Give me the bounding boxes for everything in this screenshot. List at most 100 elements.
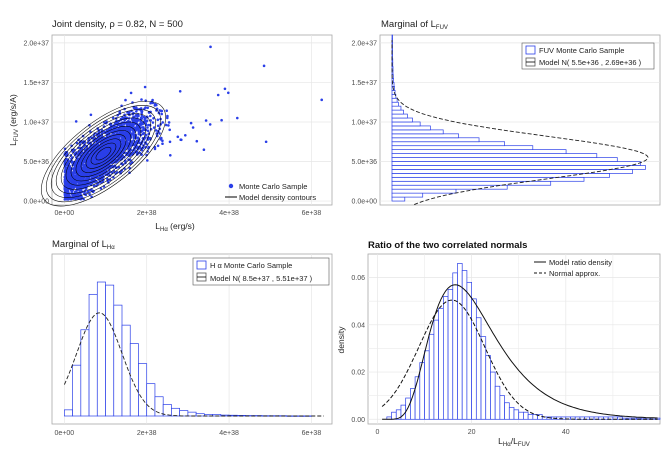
joint-point	[144, 106, 147, 109]
fuv-bar	[391, 196, 406, 202]
joint-ytick-label: 2.0e+37	[24, 40, 50, 47]
joint-point	[126, 140, 129, 143]
joint-point	[164, 123, 168, 127]
joint-point	[65, 153, 68, 156]
joint-y-ticks: 0.0e+00 5.0e+36 1.0e+37 1.5e+37 2.0e+37	[24, 40, 50, 205]
joint-legend-point-marker	[228, 183, 234, 189]
ha-bar	[113, 304, 123, 417]
joint-contour	[90, 142, 117, 165]
ratio-bar	[504, 402, 510, 420]
joint-point	[208, 123, 212, 126]
ratio-ytick-label: 0.02	[351, 370, 365, 377]
joint-point	[120, 128, 124, 131]
fuv-bar	[391, 153, 598, 158]
ha-bar	[72, 364, 82, 417]
ratio-x-ticks: 0 20 40	[375, 429, 569, 436]
fuv-bar	[391, 109, 404, 115]
joint-point	[101, 176, 105, 179]
ratio-bar	[419, 362, 425, 420]
joint-point	[161, 121, 164, 124]
joint-point	[139, 119, 142, 123]
joint-point	[115, 134, 118, 138]
joint-ytick-label: 1.5e+37	[24, 80, 50, 87]
joint-point	[118, 135, 121, 138]
joint-ytick-label: 5.0e+36	[24, 159, 50, 166]
joint-contour	[45, 105, 161, 203]
joint-ylabel-sub: FUV	[14, 129, 20, 141]
ratio-bar	[414, 376, 421, 420]
joint-point	[63, 170, 67, 173]
ha-bar	[138, 363, 148, 417]
fuv-bar	[391, 141, 505, 147]
joint-point	[195, 139, 199, 143]
joint-point	[132, 139, 135, 142]
joint-point	[149, 114, 152, 118]
joint-point	[88, 124, 91, 127]
panel-marginal-fuv: Marginal of LFUV 0.0e+00 5.0e+36 1.0e+37 1.…	[352, 19, 661, 206]
joint-point	[131, 141, 134, 145]
joint-point	[108, 144, 112, 147]
ha-bar	[96, 281, 106, 417]
joint-legend: Monte Carlo Sample Model density contour…	[225, 182, 316, 202]
ratio-title: Ratio of the two correlated normals	[368, 240, 527, 251]
joint-point	[87, 139, 90, 142]
joint-point	[104, 150, 107, 154]
ha-model-curve	[63, 312, 324, 417]
joint-contour	[75, 130, 132, 178]
joint-point	[67, 178, 70, 181]
joint-point	[202, 148, 206, 151]
fuv-bar	[391, 173, 610, 178]
ratio-bar	[480, 336, 487, 420]
joint-point	[152, 126, 156, 129]
joint-point	[137, 128, 141, 132]
joint-point	[151, 121, 155, 124]
joint-point	[169, 154, 172, 157]
joint-point	[152, 117, 155, 120]
joint-point	[105, 128, 109, 132]
fuv-bar	[391, 125, 431, 131]
joint-point	[161, 139, 164, 142]
fuv-histogram	[391, 34, 646, 202]
joint-point	[130, 117, 134, 121]
ha-plot-area	[51, 253, 333, 425]
joint-point	[138, 151, 142, 155]
fuv-y-ticks: 0.0e+00 5.0e+36 1.0e+37 1.5e+37 2.0e+37	[352, 40, 378, 205]
joint-point	[95, 145, 98, 149]
joint-x-ticks: 0e+00 2e+38 4e+38 6e+38	[55, 210, 322, 217]
joint-point	[81, 176, 85, 180]
joint-point	[111, 171, 114, 174]
joint-legend-label-0: Monte Carlo Sample	[239, 182, 307, 191]
fuv-title: Marginal of LFUV	[381, 19, 448, 31]
joint-point	[97, 154, 101, 157]
ratio-bar	[447, 289, 454, 420]
ha-bar	[105, 284, 115, 417]
joint-point	[93, 154, 96, 157]
fuv-bar	[391, 176, 585, 182]
joint-point	[227, 91, 230, 95]
ratio-bar	[428, 333, 435, 420]
joint-point	[125, 126, 128, 130]
ha-bar	[171, 407, 180, 417]
joint-point	[66, 184, 69, 188]
joint-point	[68, 165, 72, 168]
ratio-bar	[654, 417, 661, 420]
joint-point	[124, 98, 127, 102]
joint-point	[111, 116, 115, 120]
joint-point	[119, 138, 123, 142]
ha-title: Marginal of LHα	[52, 239, 115, 251]
joint-point	[138, 122, 142, 126]
joint-point	[125, 145, 129, 148]
joint-point	[63, 178, 67, 181]
joint-point	[111, 140, 114, 144]
joint-point	[72, 185, 76, 189]
joint-point	[127, 147, 130, 151]
ratio-y-axis-label: density	[336, 326, 346, 354]
fuv-bar	[391, 165, 646, 170]
joint-point	[113, 125, 116, 129]
ha-bar	[121, 324, 131, 417]
joint-point	[156, 118, 160, 122]
joint-point	[83, 159, 87, 163]
ratio-bar	[523, 411, 529, 420]
ratio-bar	[490, 371, 496, 420]
joint-point	[153, 102, 157, 106]
